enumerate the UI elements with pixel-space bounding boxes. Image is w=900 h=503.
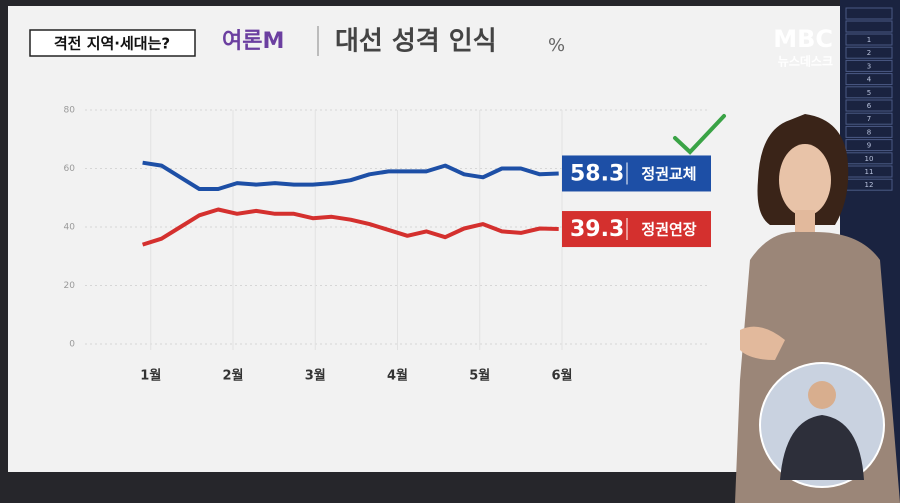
legend-label: 정권교체 [641, 165, 696, 183]
logo: MBC [773, 25, 833, 53]
side-number: 1 [867, 36, 871, 44]
legend-label: 정권연장 [641, 221, 696, 239]
side-number: 9 [867, 142, 871, 150]
hands [740, 326, 785, 360]
neck [795, 210, 815, 238]
series-line [142, 160, 559, 191]
interpreter-head [808, 381, 836, 409]
side-box [845, 33, 893, 46]
side-number: 10 [865, 155, 874, 163]
side-box [845, 86, 893, 99]
side-number: 4 [867, 76, 872, 84]
caption-box [29, 29, 196, 57]
chart-title: 대선 성격 인식 [335, 27, 497, 57]
side-box [845, 139, 893, 152]
board [8, 6, 840, 472]
side-number: 2 [867, 49, 871, 57]
side-box [845, 73, 893, 86]
unit: % [548, 35, 565, 56]
x-tick-label: 5월 [469, 368, 490, 384]
y-tick-label: 0 [69, 340, 75, 350]
side-number: 3 [867, 62, 871, 70]
series-line [142, 207, 559, 247]
end-value: 39.3 [570, 217, 624, 242]
end-label-box [562, 211, 711, 248]
side-number: 7 [867, 115, 871, 123]
x-tick-label: 6월 [551, 368, 572, 384]
side-number: 12 [865, 181, 874, 189]
y-tick-label: 40 [64, 223, 76, 233]
side-box [845, 112, 893, 125]
program: 뉴스데스크 [778, 55, 833, 69]
plot: 0 20 40 60 80 1월 2월 3월 4월 5월 6월 58.3 정권교체 39.3 정권연장 [64, 106, 711, 384]
side-box [845, 125, 893, 138]
x-tick-label: 3월 [305, 368, 326, 384]
side-box [845, 7, 893, 20]
x-tick-label: 2월 [223, 368, 244, 384]
x-tick-label: 4월 [387, 368, 408, 384]
x-tick-label: 1월 [140, 368, 161, 384]
y-tick-label: 20 [64, 281, 76, 291]
interpreter-body [780, 415, 864, 480]
y-tick-label: 80 [64, 106, 76, 116]
side-number: 11 [865, 168, 874, 176]
caption: 격전 지역·세대는? [54, 35, 170, 53]
end-label-box [562, 155, 711, 192]
face [779, 144, 831, 216]
checkmark [673, 114, 726, 155]
end-value: 58.3 [570, 161, 624, 186]
side-box [845, 59, 893, 72]
side-number: 5 [867, 89, 871, 97]
side-number: 8 [867, 128, 871, 136]
y-tick-label: 60 [64, 164, 76, 174]
side-box [845, 99, 893, 112]
side-box [845, 20, 893, 33]
side-box [845, 46, 893, 59]
brand: 여론M [222, 29, 284, 54]
side-number: 6 [867, 102, 872, 110]
